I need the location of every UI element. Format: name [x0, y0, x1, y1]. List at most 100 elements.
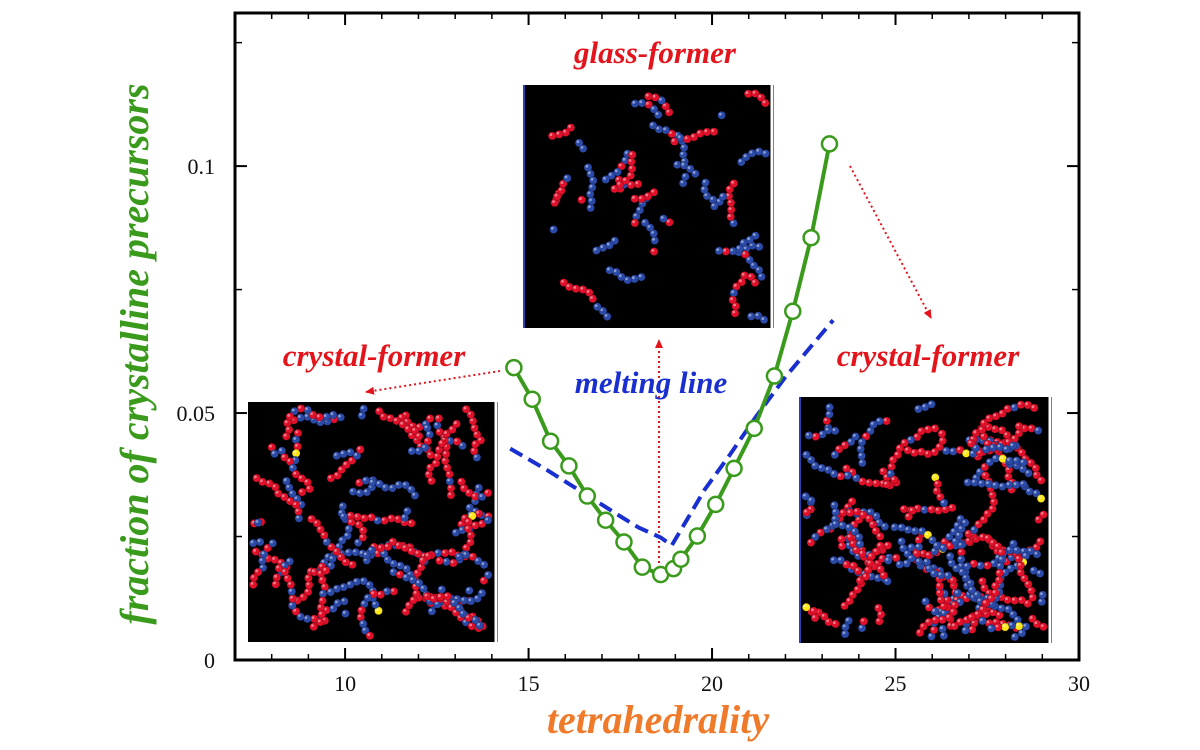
particle [365, 580, 374, 590]
particle [610, 236, 620, 245]
particle-highlight [271, 451, 275, 454]
particle-highlight [985, 441, 988, 445]
particle-highlight [423, 421, 426, 425]
particle-highlight [674, 162, 678, 165]
particle-highlight [319, 577, 323, 581]
particle-highlight [485, 572, 489, 576]
particle [627, 150, 637, 160]
particle [840, 440, 850, 450]
particle-highlight [1033, 490, 1037, 494]
particle-highlight [728, 214, 731, 218]
particle-highlight [1027, 488, 1030, 492]
particle-highlight [344, 533, 348, 536]
particle-highlight [403, 482, 406, 486]
particle-highlight [454, 438, 458, 442]
particle-highlight [343, 559, 346, 563]
particle [957, 567, 967, 577]
particle-highlight [289, 491, 293, 494]
particle [829, 500, 839, 510]
particle-highlight [891, 477, 895, 480]
particle-highlight [997, 444, 1001, 448]
particle [464, 613, 473, 623]
particle-highlight [622, 157, 626, 161]
particle [889, 475, 899, 485]
particle-highlight [350, 489, 354, 492]
particle [645, 223, 655, 232]
particle [362, 550, 371, 560]
particle-highlight [472, 522, 476, 526]
particle [644, 100, 654, 109]
particle [452, 419, 461, 429]
particle-highlight [566, 284, 570, 288]
particle-highlight [905, 447, 908, 451]
particle-highlight [958, 549, 962, 553]
particle-highlight [272, 484, 276, 488]
particle-highlight [747, 257, 750, 261]
particle-highlight [856, 517, 860, 520]
particle-highlight [918, 428, 922, 432]
particle-highlight [1033, 465, 1036, 469]
particle-highlight [988, 595, 992, 599]
particle-highlight [1028, 588, 1032, 591]
particle [577, 195, 586, 205]
particle-highlight [330, 606, 334, 609]
particle [308, 410, 318, 420]
particle-highlight [726, 193, 730, 197]
particle-highlight [652, 94, 656, 98]
particle [374, 406, 384, 416]
particle-highlight [877, 566, 881, 570]
particle [328, 554, 337, 564]
particle-highlight [427, 452, 431, 456]
particle-highlight [943, 448, 947, 452]
particle [473, 594, 482, 603]
particle-highlight [342, 611, 346, 614]
particle [1038, 590, 1047, 600]
particle-highlight [394, 418, 397, 422]
particle-highlight [1040, 512, 1044, 515]
particle-highlight [681, 145, 685, 148]
particle [1039, 510, 1048, 519]
particle-highlight [614, 169, 618, 173]
particle [1029, 403, 1039, 413]
particle-highlight [443, 559, 447, 562]
particle-highlight [475, 558, 479, 562]
particle [337, 465, 346, 475]
particle-highlight [971, 527, 975, 530]
particle [353, 538, 363, 547]
particle-highlight [463, 545, 467, 548]
particle-highlight [360, 527, 364, 531]
particle [400, 513, 410, 522]
particle-highlight [281, 563, 285, 567]
particle-highlight [444, 593, 448, 597]
particle-highlight [931, 627, 935, 631]
particle [903, 445, 913, 455]
particle [584, 288, 594, 297]
particle [640, 218, 650, 227]
particle-highlight [1012, 634, 1015, 638]
particle-highlight [739, 279, 742, 283]
particle [923, 530, 933, 540]
particle-highlight [917, 630, 921, 633]
particle-highlight [939, 431, 943, 434]
particle-highlight [1006, 467, 1010, 470]
particle-highlight [997, 563, 1001, 567]
particle-highlight [660, 216, 664, 219]
arrow-to-left-snapshot [365, 370, 501, 395]
particle-highlight [425, 553, 429, 557]
particle [654, 125, 664, 134]
particle-highlight [908, 437, 911, 441]
particle [751, 231, 760, 240]
particle-highlight [463, 406, 467, 410]
particle-highlight [413, 591, 417, 594]
particle [326, 561, 336, 571]
particle-highlight [681, 162, 685, 166]
particle [709, 201, 719, 211]
particle-highlight [985, 535, 988, 539]
y-tick-label: 0.05 [177, 401, 216, 426]
particle [840, 601, 849, 611]
particle [466, 537, 475, 547]
particle [547, 131, 557, 141]
particle [898, 543, 908, 553]
particle [834, 444, 844, 454]
particle [928, 535, 937, 545]
